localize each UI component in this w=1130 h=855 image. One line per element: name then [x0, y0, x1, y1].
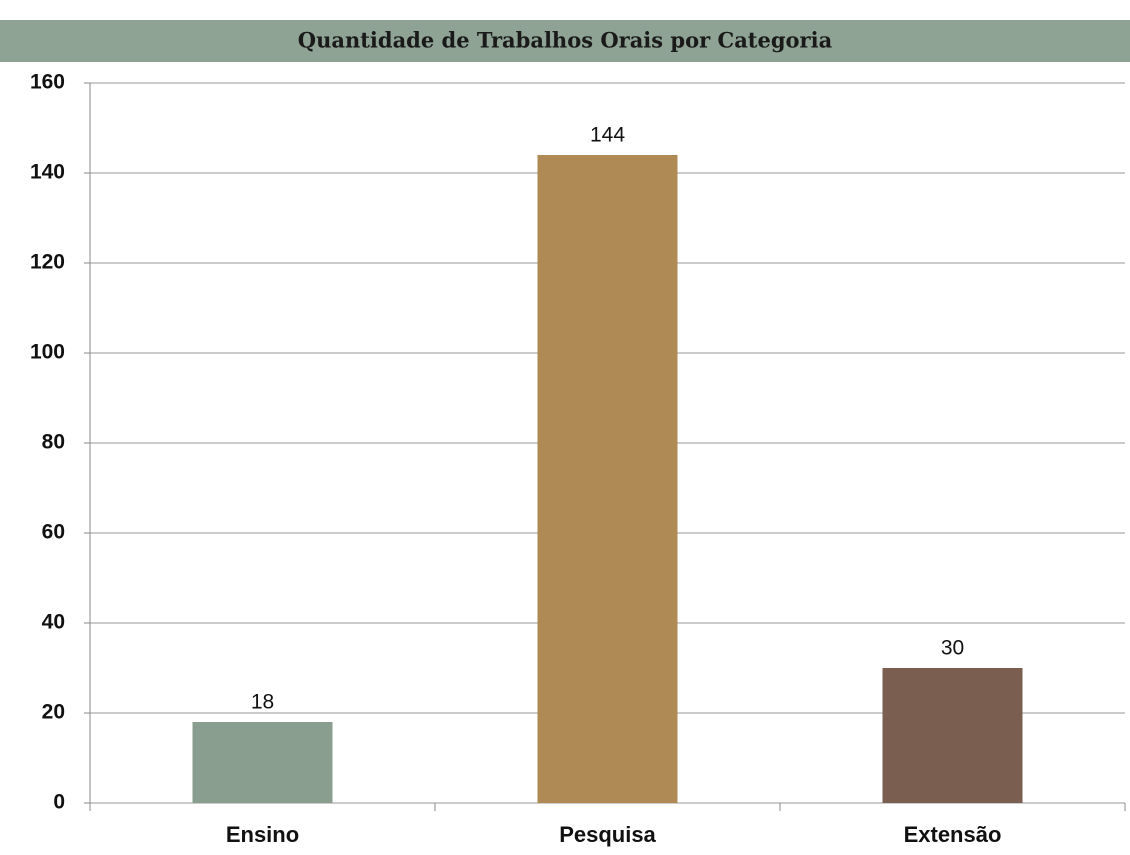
x-tick-label: Extensão — [904, 822, 1002, 847]
value-label: 144 — [590, 124, 625, 147]
bar — [192, 722, 333, 803]
chart-title: Quantidade de Trabalhos Orais por Catego… — [298, 28, 833, 53]
y-tick-label: 40 — [42, 611, 65, 634]
y-tick-label: 140 — [30, 161, 65, 184]
value-label: 18 — [251, 691, 274, 714]
y-tick-label: 60 — [42, 521, 65, 544]
y-tick-label: 80 — [42, 431, 65, 454]
bar — [882, 668, 1023, 803]
value-label: 30 — [941, 637, 964, 660]
y-tick-label: 20 — [42, 701, 65, 724]
bar — [537, 155, 678, 803]
y-tick-label: 120 — [30, 251, 65, 274]
y-tick-label: 160 — [30, 71, 65, 94]
y-tick-label: 100 — [30, 341, 65, 364]
title-banner — [0, 20, 1130, 62]
x-tick-label: Ensino — [226, 822, 299, 847]
y-tick-label: 0 — [53, 791, 65, 814]
x-tick-label: Pesquisa — [559, 822, 656, 847]
